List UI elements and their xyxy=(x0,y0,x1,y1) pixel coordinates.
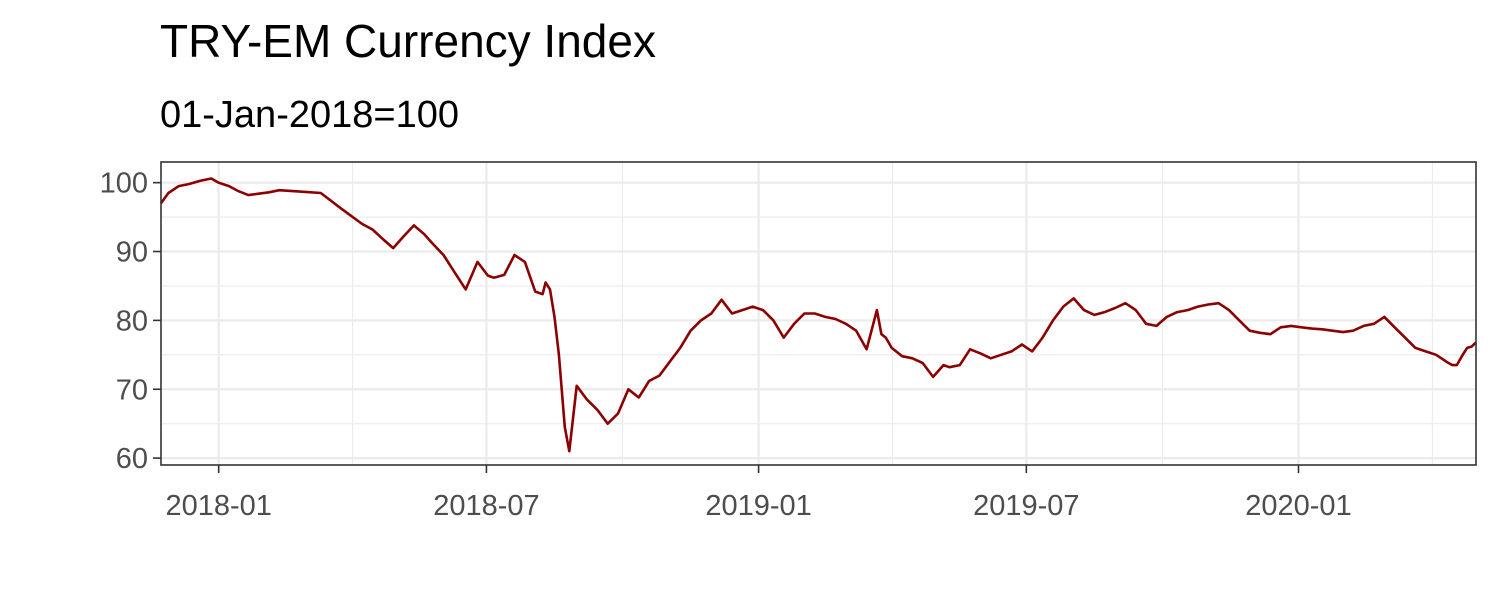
y-axis: 60 70 80 90 100 xyxy=(100,168,161,475)
series-line xyxy=(159,177,1477,453)
y-tick-label: 70 xyxy=(116,374,148,406)
chart-title: TRY-EM Currency Index xyxy=(160,15,656,67)
y-tick-label: 80 xyxy=(116,305,148,337)
x-axis: 2018-01 2018-07 2019-01 2019-07 2020-01 xyxy=(165,465,1352,522)
chart-subtitle: 01-Jan-2018=100 xyxy=(160,94,459,136)
major-gridlines xyxy=(161,162,1476,465)
y-tick-label: 90 xyxy=(116,237,148,269)
y-tick-label: 60 xyxy=(116,443,148,475)
plot-panel-border xyxy=(160,161,1477,466)
x-tick-label: 2019-07 xyxy=(973,490,1079,522)
x-tick-label: 2018-01 xyxy=(165,490,271,522)
minor-gridlines xyxy=(161,162,1476,465)
y-tick-label: 100 xyxy=(100,168,148,200)
x-tick-label: 2020-01 xyxy=(1245,490,1351,522)
x-tick-label: 2018-07 xyxy=(433,490,539,522)
x-tick-label: 2019-01 xyxy=(705,490,811,522)
